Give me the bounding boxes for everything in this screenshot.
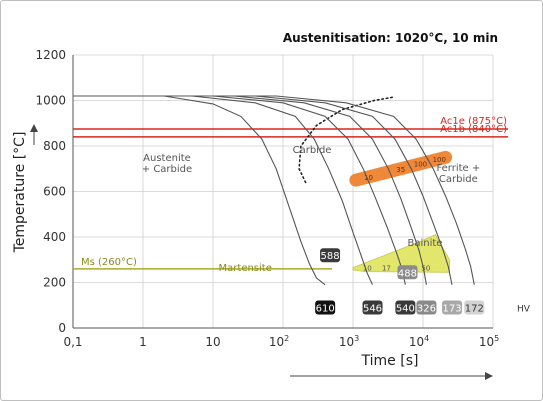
ferrite-band-label: 10 — [364, 174, 373, 182]
hv-badge-610: 610 — [316, 304, 335, 315]
x-tick-label: 102 — [269, 334, 289, 349]
x-tick-exponent: 2 — [284, 334, 289, 343]
region-label: Ferrite + — [436, 163, 480, 174]
hv-badge-bg — [320, 248, 341, 263]
x-tick-base: 0,1 — [63, 335, 82, 349]
x-tick-label: 1 — [139, 335, 147, 349]
hv-badge-546: 546 — [363, 304, 382, 315]
cooling-curve-540 — [73, 95, 406, 285]
chart-title: Austenitisation: 1020°C, 10 min — [283, 31, 498, 45]
y-tick-label: 600 — [43, 185, 66, 199]
x-axis-arrowhead — [485, 372, 493, 380]
hv-badge-bg — [395, 300, 416, 315]
hv-badge-588: 588 — [320, 251, 339, 262]
cooling-curve-546 — [73, 95, 374, 286]
y-axis-arrowhead — [30, 124, 38, 132]
x-tick-base: 1 — [139, 335, 147, 349]
ref-label: Ac1b (840°C) — [440, 124, 507, 135]
hv-badge-bg — [416, 300, 437, 315]
cooling-curve-610 — [73, 95, 326, 286]
hv-badge-326: 326 — [417, 304, 436, 315]
ferrite-band-label: 100 — [433, 156, 446, 164]
bainite-label: 10 — [363, 265, 372, 273]
ferrite-band-label: 100 — [414, 161, 427, 169]
hv-badge-bg — [464, 300, 485, 315]
hv-badge-bg — [442, 300, 463, 315]
hv-badge-bg — [397, 265, 418, 280]
region-label: Carbide — [293, 145, 332, 156]
y-tick-label: 800 — [43, 139, 66, 153]
x-tick-base: 10 — [269, 335, 284, 349]
hv-badge-bg — [315, 300, 336, 315]
x-tick-exponent: 5 — [494, 334, 499, 343]
hv-badge-bg — [362, 300, 383, 315]
bainite-label: 50 — [421, 265, 430, 273]
x-tick-base: 10 — [339, 335, 354, 349]
region-label: Bainite — [407, 238, 442, 249]
x-tick-base: 10 — [205, 335, 220, 349]
cooling-curve-326 — [73, 95, 427, 285]
bainite-label: 17 — [382, 265, 391, 273]
carbide-boundary — [298, 96, 395, 184]
ref-label: Ac1e (875°C) — [440, 116, 507, 127]
x-tick-exponent: 3 — [354, 334, 359, 343]
y-tick-label: 1200 — [35, 48, 66, 62]
hv-badge-488: 488 — [398, 268, 417, 279]
region-label: Martensite — [219, 263, 272, 274]
y-tick-label: 0 — [58, 321, 66, 335]
hv-badge-540: 540 — [396, 304, 415, 315]
y-tick-label: 1000 — [35, 94, 66, 108]
region-label-2: Carbide — [439, 174, 478, 185]
y-tick-label: 200 — [43, 276, 66, 290]
x-tick-label: 103 — [339, 334, 359, 349]
region-label-2: + Carbide — [142, 164, 192, 175]
x-tick-base: 10 — [409, 335, 424, 349]
x-tick-label: 0,1 — [63, 335, 82, 349]
ref-label: Ms (260°C) — [81, 257, 137, 268]
x-tick-base: 10 — [479, 335, 494, 349]
hv-badge-172: 172 — [465, 304, 484, 315]
x-tick-exponent: 4 — [424, 334, 429, 343]
x-tick-label: 104 — [409, 334, 429, 349]
cooling-curve-172 — [73, 95, 475, 285]
y-tick-label: 400 — [43, 230, 66, 244]
cooling-curve-173 — [73, 95, 453, 285]
hv-unit-label: HV — [517, 305, 531, 315]
y-axis-label: Temperature [°C] — [12, 132, 28, 254]
region-label: Austenite — [143, 153, 191, 164]
x-tick-label: 105 — [479, 334, 499, 349]
ferrite-band-label: 35 — [396, 166, 405, 174]
x-tick-label: 10 — [205, 335, 220, 349]
x-axis-label: Time [s] — [361, 353, 419, 369]
hv-badge-173: 173 — [443, 304, 462, 315]
ferrite-band — [349, 150, 453, 187]
